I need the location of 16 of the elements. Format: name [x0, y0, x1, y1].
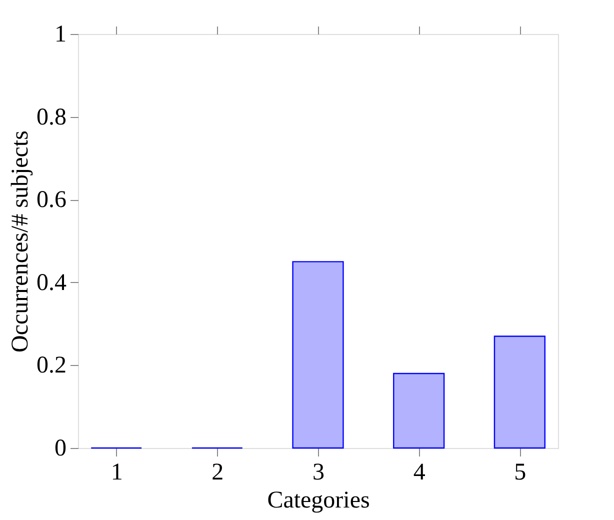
y-tick-label: 0.8	[36, 104, 66, 130]
x-tick-label: 4	[413, 460, 426, 486]
bar	[494, 336, 546, 449]
x-tick-label: 3	[312, 460, 324, 486]
x-tick-label: 1	[110, 460, 123, 486]
x-tick-label: 5	[514, 460, 526, 486]
y-tick-label: 0.2	[36, 352, 66, 379]
y-tick-label: 1	[54, 22, 66, 48]
bar	[393, 372, 445, 449]
bar	[292, 261, 344, 449]
y-tick-label: 0.4	[36, 270, 66, 296]
x-tick-label: 2	[212, 460, 224, 486]
x-axis-title: Categories	[267, 488, 370, 514]
y-tick-label: 0	[54, 436, 66, 462]
y-tick-label: 0.6	[36, 187, 66, 214]
y-axis-title: Occurrences/# subjects	[8, 130, 34, 352]
